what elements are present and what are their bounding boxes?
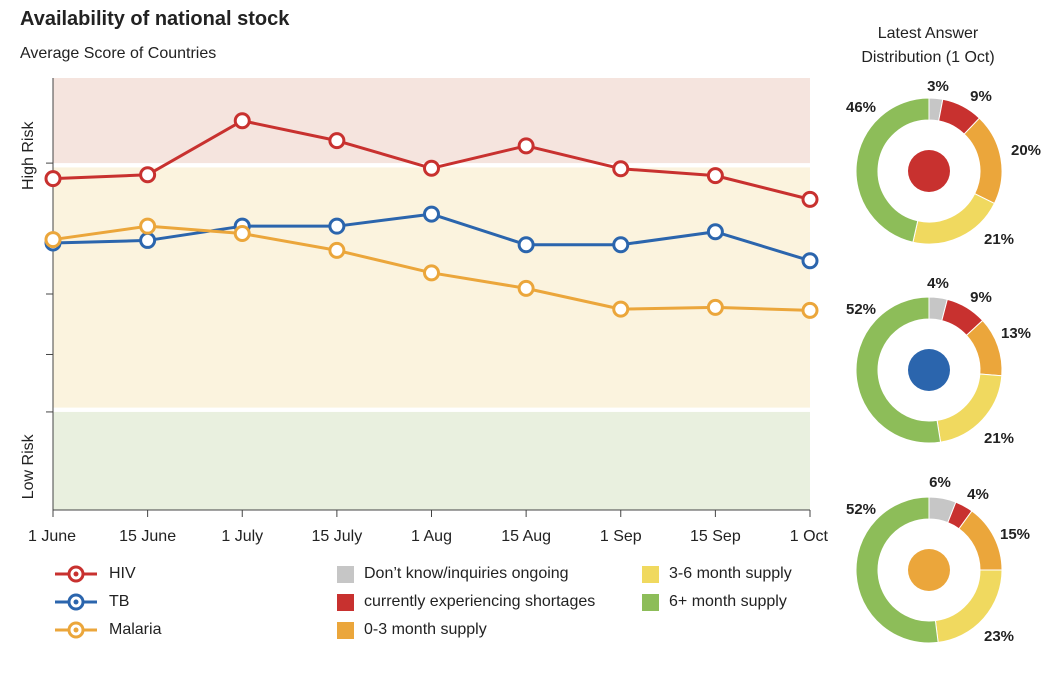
legend-swatch (337, 621, 354, 639)
donut-slice (958, 510, 1003, 571)
legend-swatch (642, 593, 659, 611)
donut-slice (855, 296, 942, 444)
chart-title: Availability of national stock (20, 8, 290, 30)
data-point-hiv (139, 166, 157, 184)
donut-value-label: 23% (984, 628, 1014, 645)
data-point-malaria (44, 231, 62, 249)
x-tick-label: 1 Oct (790, 528, 829, 545)
x-tick-label: 15 June (119, 528, 176, 545)
donut-slice (912, 192, 996, 245)
high-risk-band (53, 78, 810, 164)
donut-value-label: 46% (846, 99, 876, 116)
donut-value-label: 52% (846, 301, 876, 318)
donut-value-label: 6% (929, 474, 951, 491)
donut-value-label: 9% (970, 289, 992, 306)
low-risk-band (53, 411, 810, 510)
donut-value-label: 13% (1001, 325, 1031, 342)
data-point-hiv (423, 159, 440, 177)
donut-malaria: 6% 4% 15% 23% 52% (846, 474, 1030, 645)
status-legend-item: 3-6 month supply (642, 563, 792, 585)
legend-line-key (55, 621, 97, 639)
legend-label: 6+ month supply (669, 593, 787, 610)
donut-title: Latest Answer Distribution (1 Oct) (840, 22, 1016, 70)
data-point-hiv (517, 137, 535, 155)
data-point-malaria (706, 298, 724, 316)
x-tick-label: 15 July (312, 528, 363, 545)
legend-label: HIV (109, 565, 136, 582)
donut-value-label: 3% (927, 78, 949, 95)
donut-value-label: 4% (927, 275, 949, 292)
x-tick-label: 1 Aug (411, 528, 452, 545)
series-malaria (44, 217, 819, 319)
donut-center-marker (908, 549, 950, 591)
status-legend-item: 0-3 month supply (337, 619, 487, 641)
mid-band (53, 167, 810, 408)
legend-swatch (337, 593, 354, 611)
donut-slice (855, 97, 930, 243)
data-point-tb (612, 236, 630, 254)
donut-title-line-2: Distribution (1 Oct) (861, 49, 995, 66)
data-point-malaria (139, 217, 157, 235)
x-tick-label: 15 Aug (501, 528, 551, 545)
data-point-hiv (44, 170, 62, 188)
legend-item-malaria: Malaria (53, 619, 161, 641)
legend-label: Don’t know/inquiries ongoing (364, 565, 569, 582)
data-point-tb (706, 223, 724, 241)
donut-value-label: 4% (967, 486, 989, 503)
legend-line-key (55, 565, 97, 583)
x-tick-label: 1 June (28, 528, 76, 545)
legend-item-tb: TB (53, 591, 129, 613)
donut-value-label: 21% (984, 231, 1014, 248)
donut-value-label: 21% (984, 430, 1014, 447)
chart-subtitle: Average Score of Countries (20, 45, 217, 62)
donut-hiv: 3% 9% 20% 21% 46% (846, 78, 1041, 248)
donut-center-marker (908, 150, 950, 192)
data-point-hiv (233, 112, 251, 130)
donut-value-label: 9% (970, 88, 992, 105)
donut-value-label: 52% (846, 501, 876, 518)
legend-line-key (55, 593, 97, 611)
data-point-tb (139, 231, 157, 249)
data-point-tb (517, 236, 535, 254)
status-legend-item: 6+ month supply (642, 591, 787, 613)
data-point-malaria (612, 300, 630, 318)
donut-value-label: 20% (1011, 142, 1041, 159)
donut-tb: 4% 9% 13% 21% 52% (846, 275, 1031, 447)
legend-swatch (337, 565, 354, 583)
y-band-label-low: Low Risk (20, 433, 37, 499)
donut-value-label: 15% (1000, 526, 1030, 543)
series-hiv (44, 112, 819, 208)
x-tick-label: 1 Sep (600, 528, 642, 545)
legend-label: 0-3 month supply (364, 621, 487, 638)
data-point-malaria (328, 241, 346, 259)
legend-item-hiv: HIV (53, 563, 136, 585)
donut-slice (855, 496, 939, 644)
status-legend-item: Don’t know/inquiries ongoing (337, 563, 569, 585)
legend-label: 3-6 month supply (669, 565, 792, 582)
data-point-tb (423, 205, 440, 223)
legend-label: TB (109, 593, 130, 610)
data-point-malaria (801, 301, 819, 319)
donut-center-marker (908, 349, 950, 391)
x-tick-label: 1 July (221, 528, 263, 545)
data-point-tb (328, 217, 346, 235)
donut-title-line-1: Latest Answer (877, 25, 979, 42)
data-point-malaria (423, 264, 440, 282)
data-point-tb (801, 252, 819, 270)
donut-slice (963, 117, 1003, 205)
legend-swatch (642, 565, 659, 583)
data-point-hiv (706, 167, 724, 185)
x-tick-label: 15 Sep (690, 528, 741, 545)
legend-label: Malaria (109, 621, 162, 638)
data-point-malaria (517, 279, 535, 297)
data-point-hiv (801, 190, 819, 208)
status-legend-item: currently experiencing shortages (337, 591, 595, 613)
data-point-malaria (233, 225, 251, 243)
data-point-hiv (612, 160, 630, 178)
data-point-hiv (328, 132, 346, 150)
legend-label: currently experiencing shortages (364, 593, 596, 610)
y-band-label-high: High Risk (20, 121, 37, 190)
